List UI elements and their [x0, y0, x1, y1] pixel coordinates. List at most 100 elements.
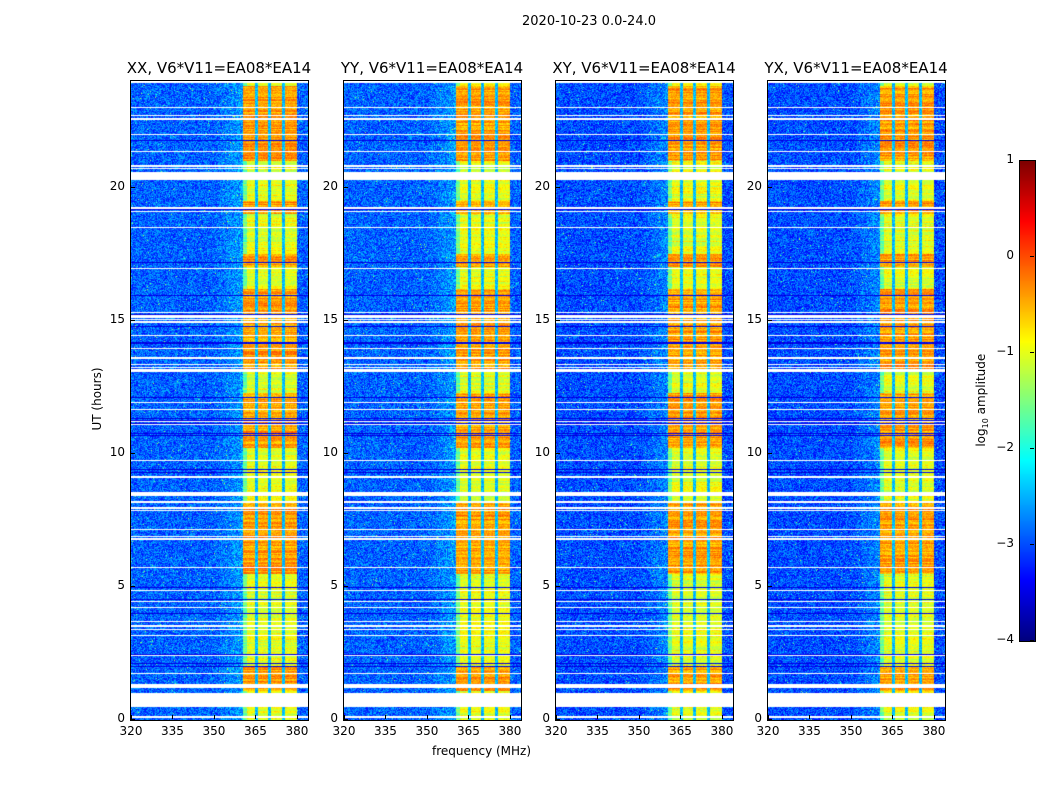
y-tick-label: 20 [109, 178, 125, 193]
heatmap-image [131, 81, 308, 720]
figure-title: 2020-10-23 0.0-24.0 [522, 14, 656, 29]
x-tick-label: 365 [881, 724, 904, 738]
x-tick-mark [172, 715, 174, 719]
y-tick-mark [556, 452, 560, 454]
x-tick-label: 350 [627, 724, 651, 738]
x-tick-label: 365 [457, 724, 480, 738]
x-tick-mark [426, 715, 428, 719]
y-tick-label: 20 [746, 178, 762, 193]
x-tick-mark [296, 715, 298, 719]
x-tick-label: 365 [244, 724, 267, 738]
y-tick-label: 5 [542, 577, 550, 592]
panel-title: YX, V6*V11=EA08*EA14 [764, 59, 948, 77]
colorbar-label: log10 amplitude [973, 353, 991, 447]
x-tick-mark [131, 715, 132, 719]
x-tick-label: 365 [669, 724, 692, 738]
x-tick-label: 380 [922, 724, 946, 738]
x-tick-mark [638, 715, 640, 719]
heatmap-image [556, 81, 733, 720]
y-tick-label: 5 [117, 577, 125, 592]
x-tick-mark [385, 715, 387, 719]
panel-title: XY, V6*V11=EA08*EA14 [552, 59, 736, 77]
x-tick-mark [768, 715, 769, 719]
colorbar [1019, 160, 1036, 642]
y-tick-mark [131, 186, 135, 188]
colorbar-tick-mark [1030, 640, 1034, 641]
x-tick-mark [255, 715, 257, 719]
heatmap-panel-yy [343, 80, 522, 721]
x-tick-mark [556, 715, 557, 719]
y-tick-mark [131, 585, 135, 587]
y-tick-label: 10 [322, 444, 338, 459]
y-tick-label: 0 [542, 711, 550, 725]
colorbar-tick-mark [1030, 448, 1034, 449]
y-tick-mark [768, 585, 772, 587]
x-tick-label: 335 [374, 724, 397, 738]
heatmap-panel-xy [555, 80, 734, 721]
colorbar-tick-label: −3 [996, 536, 1014, 550]
x-tick-mark [680, 715, 682, 719]
y-tick-mark [556, 719, 560, 720]
x-tick-mark [892, 715, 894, 719]
y-tick-label: 10 [109, 444, 125, 459]
y-tick-mark [768, 186, 772, 188]
heatmap-image [768, 81, 945, 720]
y-tick-mark [556, 585, 560, 587]
x-tick-label: 380 [285, 724, 309, 738]
y-tick-mark [556, 319, 560, 321]
y-tick-label: 15 [322, 311, 338, 326]
y-tick-mark [344, 452, 348, 454]
panel-title: XX, V6*V11=EA08*EA14 [126, 59, 312, 77]
y-tick-label: 15 [746, 311, 762, 326]
heatmap-panel-yx [767, 80, 946, 721]
y-tick-mark [344, 719, 348, 720]
colorbar-tick-mark [1030, 352, 1034, 353]
y-tick-label: 15 [534, 311, 550, 326]
y-tick-label: 10 [534, 444, 550, 459]
heatmap-image [344, 81, 521, 720]
y-tick-mark [344, 319, 348, 321]
y-tick-mark [768, 319, 772, 321]
colorbar-tick-mark [1030, 256, 1034, 257]
x-tick-mark [509, 715, 511, 719]
y-tick-label: 0 [117, 711, 125, 725]
x-axis-label: frequency (MHz) [432, 744, 532, 758]
x-tick-label: 350 [202, 724, 226, 738]
y-tick-mark [768, 719, 772, 720]
x-tick-mark [344, 715, 345, 719]
y-tick-label: 20 [534, 178, 550, 193]
y-tick-mark [131, 719, 135, 720]
y-axis-label: UT (hours) [90, 367, 104, 431]
y-tick-mark [344, 585, 348, 587]
y-tick-mark [131, 319, 135, 321]
x-tick-mark [809, 715, 811, 719]
heatmap-panel-xx [130, 80, 309, 721]
x-tick-label: 380 [710, 724, 734, 738]
colorbar-tick-mark [1030, 544, 1034, 545]
colorbar-tick-mark [1030, 160, 1034, 161]
y-tick-label: 5 [754, 577, 762, 592]
y-tick-mark [556, 186, 560, 188]
x-tick-label: 335 [798, 724, 821, 738]
y-tick-label: 0 [330, 711, 338, 725]
x-tick-mark [721, 715, 723, 719]
colorbar-tick-label: 1 [1006, 152, 1014, 166]
x-tick-mark [468, 715, 470, 719]
x-tick-label: 380 [498, 724, 522, 738]
x-tick-label: 335 [586, 724, 609, 738]
x-tick-mark [597, 715, 599, 719]
x-tick-label: 350 [839, 724, 863, 738]
y-tick-label: 15 [109, 311, 125, 326]
y-tick-mark [768, 452, 772, 454]
y-tick-label: 20 [322, 178, 338, 193]
x-tick-label: 320 [756, 724, 780, 738]
y-tick-mark [344, 186, 348, 188]
colorbar-tick-label: −2 [996, 440, 1014, 454]
y-tick-label: 5 [330, 577, 338, 592]
y-tick-mark [131, 452, 135, 454]
x-tick-mark [213, 715, 215, 719]
x-tick-label: 350 [415, 724, 439, 738]
x-tick-label: 320 [544, 724, 568, 738]
y-tick-label: 0 [754, 711, 762, 725]
